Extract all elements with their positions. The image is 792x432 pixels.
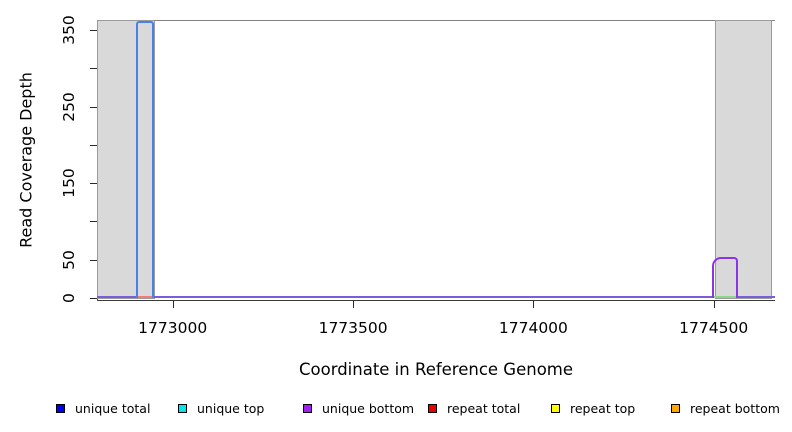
- legend-swatch-icon: [178, 403, 187, 413]
- y-tick: [90, 183, 97, 185]
- y-axis-title: Read Coverage Depth: [16, 72, 36, 248]
- legend-item-unique-total: unique total: [56, 400, 150, 416]
- x-tick: [713, 301, 715, 308]
- x-tick: [353, 301, 355, 308]
- shaded-region: [97, 20, 155, 299]
- y-tick: [90, 30, 97, 31]
- legend-swatch-icon: [551, 403, 560, 413]
- y-tick: [90, 144, 97, 146]
- legend-label: repeat total: [447, 400, 521, 416]
- y-tick-label: 350: [60, 15, 78, 45]
- y-tick: [90, 221, 97, 223]
- x-tick: [172, 301, 174, 308]
- legend-item-repeat-top: repeat top: [551, 400, 635, 416]
- legend-item-repeat-total: repeat total: [428, 400, 520, 416]
- y-tick-label: 0: [60, 293, 78, 303]
- y-tick: [90, 68, 97, 70]
- legend-label: unique top: [197, 400, 265, 416]
- baseline-overlay-segment: [713, 296, 737, 298]
- legend-label: repeat top: [570, 400, 636, 416]
- x-tick-label: 1774000: [498, 319, 568, 337]
- y-tick: [90, 298, 97, 299]
- baseline-line: [97, 296, 775, 298]
- legend-label: unique total: [75, 400, 151, 416]
- legend-item-unique-bottom: unique bottom: [303, 400, 414, 416]
- y-tick-label: 250: [60, 91, 78, 122]
- legend-label: repeat bottom: [690, 400, 780, 416]
- x-tick-label: 1773500: [318, 319, 388, 337]
- legend-swatch-icon: [671, 403, 680, 413]
- x-tick-label: 1773000: [138, 319, 208, 337]
- x-tick: [533, 301, 535, 308]
- legend-swatch-icon: [56, 403, 65, 413]
- legend-item-repeat-bottom: repeat bottom: [671, 400, 780, 416]
- legend-label: unique bottom: [322, 400, 415, 416]
- plot-area: [97, 20, 775, 301]
- legend-item-unique-top: unique top: [178, 400, 264, 416]
- y-tick: [90, 259, 97, 261]
- y-tick-label: 50: [60, 249, 78, 270]
- legend-swatch-icon: [303, 403, 312, 413]
- shaded-region: [714, 20, 772, 299]
- baseline-overlay-segment: [137, 296, 153, 298]
- y-tick-label: 150: [60, 168, 78, 198]
- y-tick: [90, 106, 97, 108]
- x-axis-title: Coordinate in Reference Genome: [298, 360, 574, 379]
- legend-swatch-icon: [428, 403, 437, 413]
- coverage-peak-unique-total: [135, 21, 154, 298]
- coverage-peak-unique-bottom: [711, 257, 738, 298]
- x-tick-label: 1774500: [679, 319, 749, 337]
